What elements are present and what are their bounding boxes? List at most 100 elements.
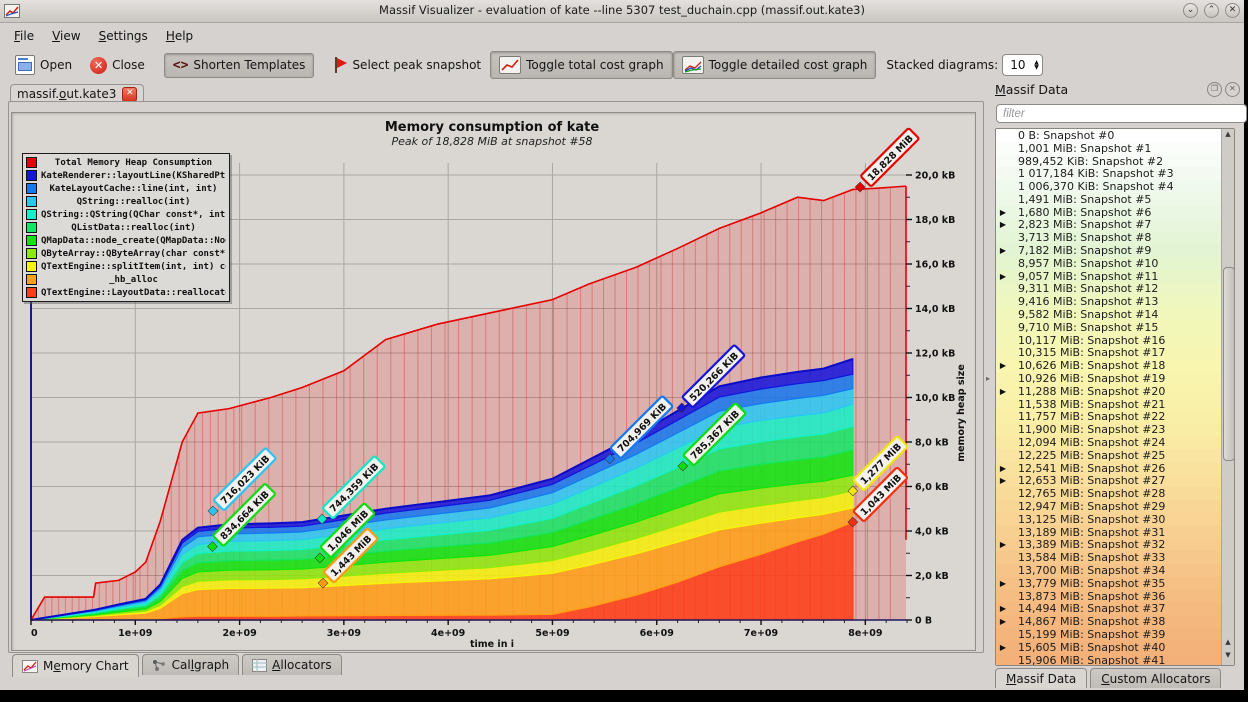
snapshot-row[interactable]: 10,926 MiB: Snapshot #19 <box>996 372 1234 385</box>
snapshot-row[interactable]: ▶ 14,494 MiB: Snapshot #37 <box>996 602 1234 615</box>
memory-chart[interactable]: 0 1e+09 2e+09 3e+09 4e+09 5e+09 6e+09 7e+09 8e+0… <box>12 113 975 650</box>
snapshot-row[interactable]: 12,947 MiB: Snapshot #29 <box>996 500 1234 513</box>
menu-file[interactable]: File <box>14 28 35 43</box>
dock-tab-massif-data[interactable]: Massif Data <box>995 668 1088 688</box>
tab-allocators[interactable]: Allocators <box>242 654 342 675</box>
dock-float-icon[interactable]: ❐ <box>1207 82 1222 97</box>
snapshot-row[interactable]: ▶ 13,389 MiB: Snapshot #32 <box>996 538 1234 551</box>
stacked-diagrams-spinbox[interactable]: 10 ▲ ▼ <box>1002 54 1043 76</box>
snapshot-row[interactable]: ▶ 12,541 MiB: Snapshot #26 <box>996 462 1234 475</box>
expand-arrow-icon[interactable]: ▶ <box>999 617 1007 627</box>
scroll-up-icon[interactable]: ▲ <box>1225 130 1231 138</box>
splitter-handle-icon[interactable]: ▸ <box>986 374 991 383</box>
minimize-button[interactable]: ⌄ <box>1183 3 1198 18</box>
toggle-detailed-cost-button[interactable]: Toggle detailed cost graph <box>672 51 877 79</box>
snapshot-row[interactable]: ▶ 7,182 MiB: Snapshot #9 <box>996 244 1234 257</box>
snapshot-row[interactable]: ▶ 13,779 MiB: Snapshot #35 <box>996 577 1234 590</box>
snapshot-row[interactable]: 10,117 MiB: Snapshot #16 <box>996 334 1234 347</box>
snapshot-row[interactable]: 9,416 MiB: Snapshot #13 <box>996 295 1234 308</box>
snapshot-row[interactable]: 13,189 MiB: Snapshot #31 <box>996 526 1234 539</box>
data-point-marker <box>207 505 219 517</box>
chart-area[interactable]: 0 1e+09 2e+09 3e+09 4e+09 5e+09 6e+09 7e+09 8e+0… <box>11 112 976 651</box>
snapshot-row[interactable]: 1 006,370 KiB: Snapshot #4 <box>996 180 1234 193</box>
dock-close-icon[interactable]: ✕ <box>1225 82 1240 97</box>
snapshot-label: 10,117 MiB: Snapshot #16 <box>1018 333 1166 347</box>
snapshot-row[interactable]: 11,538 MiB: Snapshot #21 <box>996 398 1234 411</box>
expand-arrow-icon[interactable]: ▶ <box>999 386 1007 396</box>
snapshot-row[interactable]: 1,001 MiB: Snapshot #1 <box>996 142 1234 155</box>
snapshot-row[interactable]: 1 017,184 KiB: Snapshot #3 <box>996 167 1234 180</box>
scroll-up2-icon[interactable]: ▲ <box>1225 638 1231 646</box>
expand-arrow-icon[interactable]: ▶ <box>999 578 1007 588</box>
svg-text:18,0 kB: 18,0 kB <box>915 215 955 226</box>
expand-arrow-icon[interactable]: ▶ <box>999 361 1007 371</box>
snapshot-row[interactable]: 15,199 MiB: Snapshot #39 <box>996 628 1234 641</box>
snapshot-row[interactable]: 12,094 MiB: Snapshot #24 <box>996 436 1234 449</box>
expand-arrow-icon[interactable]: ▶ <box>999 207 1007 217</box>
snapshot-scrollbar[interactable]: ▲ ▲ ▼ <box>1221 129 1235 665</box>
dock-tab-custom-allocators[interactable]: Custom Allocators <box>1090 668 1222 688</box>
snapshot-row[interactable]: 10,315 MiB: Snapshot #17 <box>996 346 1234 359</box>
snapshot-row[interactable]: 15,906 MiB: Snapshot #41 <box>996 654 1234 665</box>
expand-arrow-icon[interactable]: ▶ <box>999 271 1007 281</box>
expand-arrow-icon[interactable]: ▶ <box>999 246 1007 256</box>
expand-arrow-icon[interactable]: ▶ <box>999 540 1007 550</box>
tab-close-icon[interactable]: ✕ <box>122 86 138 102</box>
close-window-button[interactable]: ✕ <box>1225 3 1240 18</box>
snapshot-row[interactable]: 1,491 MiB: Snapshot #5 <box>996 193 1234 206</box>
toggle-detailed-label: Toggle detailed cost graph <box>708 58 868 72</box>
snapshot-row[interactable]: 9,582 MiB: Snapshot #14 <box>996 308 1234 321</box>
shorten-templates-toggle[interactable]: <> Shorten Templates <box>163 52 315 78</box>
snapshot-row[interactable]: 13,873 MiB: Snapshot #36 <box>996 590 1234 603</box>
expand-arrow-icon[interactable]: ▶ <box>999 463 1007 473</box>
snapshot-row[interactable]: 11,757 MiB: Snapshot #22 <box>996 410 1234 423</box>
svg-text:18,828 MiB: 18,828 MiB <box>866 133 916 183</box>
snapshot-row[interactable]: ▶ 2,823 MiB: Snapshot #7 <box>996 218 1234 232</box>
spinbox-arrows-icon[interactable]: ▲ ▼ <box>1034 59 1039 71</box>
expand-arrow-icon[interactable]: ▶ <box>999 476 1007 486</box>
expand-arrow-icon[interactable]: ▶ <box>999 220 1007 230</box>
titlebar: Massif Visualizer - evaluation of kate -… <box>0 0 1244 23</box>
maximize-button[interactable]: ⌃ <box>1204 3 1219 18</box>
snapshot-row[interactable]: ▶ 9,057 MiB: Snapshot #11 <box>996 270 1234 283</box>
snapshot-row[interactable]: ▶ 15,605 MiB: Snapshot #40 <box>996 641 1234 654</box>
snapshot-row[interactable]: ▶ 12,653 MiB: Snapshot #27 <box>996 474 1234 487</box>
snapshot-row[interactable]: 12,765 MiB: Snapshot #28 <box>996 487 1234 500</box>
snapshot-row[interactable]: 3,713 MiB: Snapshot #8 <box>996 231 1234 244</box>
expand-arrow-icon[interactable]: ▶ <box>999 642 1007 652</box>
snapshot-row[interactable]: 13,125 MiB: Snapshot #30 <box>996 513 1234 526</box>
snapshot-row[interactable]: 0 B: Snapshot #0 <box>996 129 1234 142</box>
snapshot-row[interactable]: 989,452 KiB: Snapshot #2 <box>996 155 1234 168</box>
snapshot-row[interactable]: 12,225 MiB: Snapshot #25 <box>996 449 1234 462</box>
tab-memory-chart[interactable]: Memory Chart <box>12 654 139 677</box>
scroll-down-icon[interactable]: ▼ <box>1225 651 1231 659</box>
snapshot-row[interactable]: 9,311 MiB: Snapshot #12 <box>996 282 1234 295</box>
scrollbar-thumb[interactable] <box>1223 267 1235 461</box>
expand-arrow-icon[interactable]: ▶ <box>999 604 1007 614</box>
detailed-cost-chart-icon <box>681 56 704 74</box>
snapshot-row[interactable]: 13,700 MiB: Snapshot #34 <box>996 564 1234 577</box>
snapshot-row[interactable]: ▶ 10,626 MiB: Snapshot #18 <box>996 359 1234 372</box>
snapshot-row[interactable]: ▶ 1,680 MiB: Snapshot #6 <box>996 206 1234 219</box>
menu-view[interactable]: View <box>52 28 81 43</box>
filter-input[interactable] <box>996 104 1247 123</box>
snapshot-row[interactable]: ▶ 14,867 MiB: Snapshot #38 <box>996 615 1234 628</box>
snapshot-list[interactable]: 0 B: Snapshot #0 1,001 MiB: Snapshot #1 98… <box>995 128 1235 666</box>
select-peak-snapshot-button[interactable]: Select peak snapshot <box>324 52 490 78</box>
snapshot-row[interactable]: 13,584 MiB: Snapshot #33 <box>996 551 1234 564</box>
legend-label: QByteArray::QByteArray(char const*, int) <box>41 248 226 259</box>
menu-help[interactable]: Help <box>165 28 194 43</box>
open-button[interactable]: Open <box>6 50 81 80</box>
tab-callgraph[interactable]: Callgraph <box>141 654 240 675</box>
snapshot-row[interactable]: 8,957 MiB: Snapshot #10 <box>996 257 1234 270</box>
close-document-button[interactable]: ✕ Close <box>81 52 154 79</box>
toggle-total-cost-button[interactable]: Toggle total cost graph <box>490 51 673 79</box>
menu-settings[interactable]: Settings <box>98 28 148 43</box>
snapshot-label: 13,779 MiB: Snapshot #35 <box>1018 576 1166 590</box>
snapshot-row[interactable]: 11,900 MiB: Snapshot #23 <box>996 423 1234 436</box>
open-label: Open <box>40 58 73 72</box>
snapshot-row[interactable]: ▶ 11,288 MiB: Snapshot #20 <box>996 385 1234 398</box>
snapshot-row[interactable]: 9,710 MiB: Snapshot #15 <box>996 321 1234 334</box>
snapshot-label: 14,494 MiB: Snapshot #37 <box>1018 602 1166 616</box>
snapshot-label: 2,823 MiB: Snapshot #7 <box>1018 218 1152 232</box>
